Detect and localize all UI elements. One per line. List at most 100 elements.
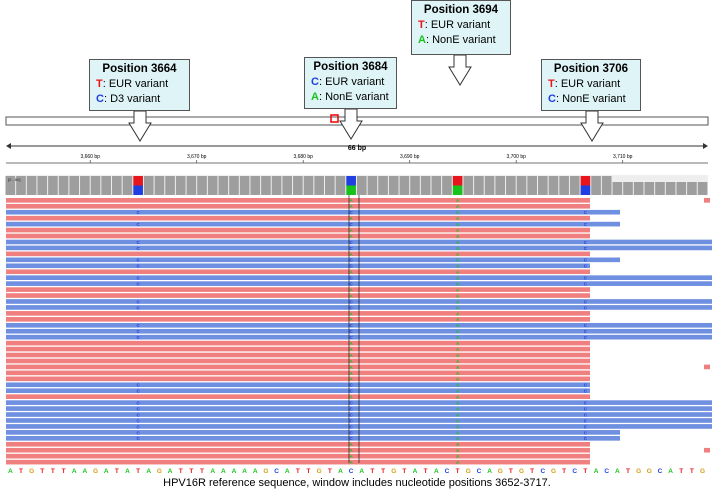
variant-base: T [96, 78, 103, 90]
coverage-bar [112, 176, 122, 195]
coverage-bar [271, 176, 282, 195]
coverage-range-label: [0 - 60] [8, 177, 20, 182]
mismatch-base: A [456, 293, 460, 298]
mismatch-base: A [350, 395, 354, 400]
coverage-bar [399, 176, 410, 195]
mismatch-base: C [350, 412, 354, 417]
coverage-bar [538, 176, 548, 195]
mismatch-base: A [456, 335, 460, 340]
reference-base: T [509, 468, 513, 475]
alignment-read [6, 287, 590, 292]
alignment-read [6, 251, 590, 257]
alignment-read [6, 215, 590, 221]
coverage-bar [303, 176, 314, 195]
reference-base: G [498, 468, 503, 475]
mismatch-base: A [456, 424, 460, 429]
mismatch-base: A [350, 371, 354, 376]
reference-base: C [274, 468, 279, 475]
alignment-read [6, 317, 590, 322]
reference-base: A [221, 468, 226, 475]
coverage-bar [516, 176, 527, 195]
alignment-read [6, 394, 590, 399]
alignment-read [6, 221, 620, 227]
mismatch-base: A [350, 270, 354, 275]
reference-base: T [189, 468, 193, 475]
mismatch-base: A [456, 341, 460, 346]
coverage-bar [623, 182, 633, 195]
mismatch-base: A [456, 460, 460, 465]
mismatch-base: A [456, 454, 460, 459]
mismatch-base: C [137, 282, 141, 287]
reference-base: A [359, 468, 364, 475]
alignment-read [6, 227, 590, 233]
mismatch-base: A [456, 436, 460, 441]
callout-title: Position 3664 [102, 63, 177, 75]
mismatch-base: C [584, 299, 588, 304]
coverage-bar [484, 176, 495, 195]
coverage-bar-variant [580, 185, 591, 195]
coverage-bar [154, 176, 165, 195]
coverage-bar-variant [346, 185, 356, 195]
reference-base: A [146, 468, 151, 475]
reference-base: C [540, 468, 545, 475]
coverage-bar [5, 176, 16, 195]
mismatch-base: A [456, 442, 460, 447]
reference-base: G [466, 468, 471, 475]
reference-base: T [381, 468, 385, 475]
mismatch-base: C [584, 401, 588, 406]
mismatch-base: A [456, 198, 460, 203]
mismatch-base: A [456, 418, 460, 423]
alignment-read [6, 263, 590, 269]
reference-base: T [690, 468, 694, 475]
mismatch-base: A [350, 204, 354, 209]
reference-base: T [456, 468, 460, 475]
alignment-read [6, 346, 590, 352]
mismatch-base: A [456, 234, 460, 239]
reference-base: C [658, 468, 663, 475]
mismatch-base: C [350, 299, 354, 304]
mismatch-base: C [350, 276, 354, 281]
coverage-bar [367, 176, 378, 195]
coverage-bar [420, 176, 431, 195]
coverage-bar [591, 176, 601, 195]
mismatch-base: A [456, 228, 460, 233]
mismatch-base: A [456, 329, 460, 334]
coverage-bar [80, 176, 90, 195]
mismatch-base: C [350, 424, 354, 429]
coverage-bar [90, 176, 101, 195]
mismatch-base: C [350, 282, 354, 287]
reference-base: T [296, 468, 300, 475]
coverage-bar [26, 176, 37, 195]
mismatch-base: C [584, 276, 588, 281]
mismatch-base: A [350, 216, 354, 221]
coverage-bar [229, 176, 239, 195]
coverage-bar [37, 176, 48, 195]
mismatch-base: C [137, 222, 141, 227]
mismatch-base: A [456, 401, 460, 406]
mismatch-base: C [584, 246, 588, 251]
reference-base: C [572, 468, 577, 475]
mismatch-base: A [456, 222, 460, 227]
reference-base: C [477, 468, 482, 475]
ruler-tick-label: 3,690 bp [400, 154, 420, 160]
mismatch-base: C [350, 406, 354, 411]
coverage-bar [559, 176, 569, 195]
mismatch-base: A [456, 311, 460, 316]
reference-base: T [51, 468, 55, 475]
mismatch-base: C [137, 335, 141, 340]
alignment-read [6, 358, 590, 364]
alignment-read [704, 364, 710, 370]
span-right-arrow [703, 143, 708, 149]
ruler-ticks: 3,660 bp 3,670 bp 3,680 bp 3,690 bp 3,700 bp… [80, 154, 633, 163]
mismatch-base: C [584, 430, 588, 435]
variant-base: C [548, 93, 556, 105]
coverage-bar [474, 176, 484, 195]
coverage-bar [697, 182, 708, 195]
reference-base: A [413, 468, 418, 475]
coverage-bar [325, 176, 335, 195]
mismatch-base: C [137, 436, 141, 441]
mismatch-base: A [456, 353, 460, 358]
mismatch-base: C [350, 258, 354, 263]
reference-base: T [402, 468, 406, 475]
